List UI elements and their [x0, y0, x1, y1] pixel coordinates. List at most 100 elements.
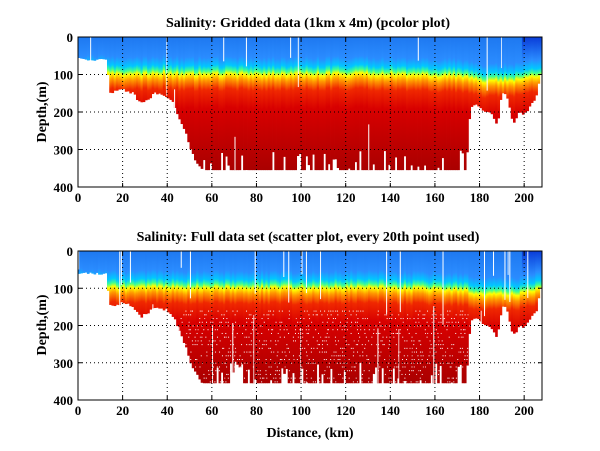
- salinity-column: [265, 251, 269, 384]
- scatter-gap-dot: [373, 373, 375, 375]
- scatter-gap-dot: [344, 325, 346, 327]
- scatter-gap-dot: [201, 344, 203, 346]
- data-gap: [442, 251, 444, 325]
- salinity-column: [401, 251, 405, 384]
- salinity-column: [153, 37, 157, 93]
- salinity-column: [111, 251, 115, 306]
- scatter-gap-dot: [348, 310, 350, 312]
- scatter-gap-dot: [286, 344, 288, 346]
- scatter-gap-dot: [425, 366, 427, 368]
- scatter-gap-dot: [376, 344, 378, 346]
- scatter-gap-dot: [248, 318, 250, 320]
- salinity-column: [452, 37, 456, 171]
- scatter-gap-dot: [371, 344, 373, 346]
- salinity-column: [278, 251, 282, 384]
- salinity-column: [321, 251, 324, 375]
- scatter-gap-dot: [288, 332, 290, 334]
- scatter-gap-dot: [233, 351, 235, 353]
- salinity-column: [89, 251, 92, 273]
- scatter-gap-dot: [384, 325, 386, 327]
- data-gap: [290, 37, 292, 58]
- scatter-gap-dot: [455, 314, 457, 316]
- scatter-gap-dot: [274, 381, 276, 383]
- scatter-gap-dot: [321, 351, 323, 353]
- scatter-gap-dot: [305, 370, 307, 372]
- scatter-gap-dot: [415, 332, 417, 334]
- salinity-column: [249, 37, 253, 171]
- salinity-column: [457, 251, 460, 367]
- data-gap: [174, 89, 176, 108]
- salinity-column: [254, 37, 257, 171]
- scatter-gap-dot: [343, 366, 345, 368]
- scatter-gap-dot: [205, 336, 207, 338]
- scatter-gap-dot: [222, 347, 224, 349]
- scatter-gap-dot: [218, 370, 220, 372]
- y-tick-label: 100: [54, 281, 74, 296]
- scatter-gap-dot: [308, 359, 310, 361]
- scatter-gap-dot: [291, 362, 293, 364]
- salinity-column: [390, 37, 393, 171]
- scatter-gap-dot: [304, 310, 306, 312]
- scatter-gap-dot: [183, 314, 185, 316]
- scatter-gap-dot: [388, 344, 390, 346]
- scatter-gap-dot: [382, 373, 384, 375]
- scatter-gap-dot: [336, 362, 338, 364]
- scatter-gap-dot: [314, 362, 316, 364]
- salinity-column: [470, 251, 474, 321]
- scatter-gap-dot: [440, 318, 442, 320]
- scatter-gap-dot: [330, 314, 332, 316]
- scatter-gap-dot: [464, 355, 466, 357]
- scatter-gap-dot: [435, 344, 437, 346]
- scatter-gap-dot: [273, 351, 275, 353]
- scatter-gap-dot: [364, 318, 366, 320]
- x-tick-label: 80: [250, 403, 263, 418]
- scatter-gap-dot: [464, 332, 466, 334]
- scatter-gap-dot: [402, 359, 404, 361]
- salinity-column: [428, 37, 431, 171]
- scatter-gap-dot: [205, 314, 207, 316]
- scatter-gap-dot: [239, 366, 241, 368]
- scatter-gap-dot: [429, 351, 431, 353]
- salinity-column: [345, 37, 349, 171]
- scatter-gap-dot: [332, 310, 334, 312]
- scatter-gap-dot: [295, 329, 297, 331]
- scatter-gap-dot: [279, 359, 281, 361]
- salinity-column: [162, 37, 166, 96]
- salinity-column: [292, 251, 295, 374]
- scatter-gap-dot: [464, 359, 466, 361]
- scatter-gap-dot: [435, 329, 437, 331]
- salinity-column: [240, 251, 244, 365]
- scatter-gap-dot: [331, 370, 333, 372]
- scatter-gap-dot: [377, 370, 379, 372]
- scatter-gap-dot: [246, 310, 248, 312]
- scatter-gap-dot: [279, 377, 281, 379]
- salinity-column: [234, 37, 237, 171]
- salinity-column: [238, 251, 242, 368]
- scatter-gap-dot: [347, 318, 349, 320]
- scatter-gap-dot: [210, 344, 212, 346]
- salinity-column: [180, 251, 184, 337]
- scatter-gap-dot: [275, 377, 277, 379]
- salinity-column: [354, 37, 358, 163]
- scatter-gap-dot: [284, 359, 286, 361]
- scatter-gap-dot: [406, 381, 408, 383]
- salinity-column: [374, 251, 378, 368]
- scatter-gap-dot: [219, 321, 221, 323]
- scatter-gap-dot: [281, 321, 283, 323]
- data-gap: [212, 325, 214, 384]
- salinity-column: [408, 251, 411, 384]
- salinity-column: [147, 37, 150, 100]
- salinity-column: [198, 37, 202, 167]
- salinity-column: [258, 251, 262, 384]
- salinity-column: [466, 37, 469, 153]
- salinity-column: [202, 37, 206, 161]
- salinity-column: [256, 251, 260, 384]
- scatter-gap-dot: [392, 370, 394, 372]
- scatter-gap-dot: [416, 373, 418, 375]
- scatter-gap-dot: [261, 318, 263, 320]
- data-gap: [283, 251, 285, 278]
- scatter-gap-dot: [357, 344, 359, 346]
- scatter-gap-dot: [306, 373, 308, 375]
- scatter-gap-dot: [316, 340, 318, 342]
- scatter-gap-dot: [422, 355, 424, 357]
